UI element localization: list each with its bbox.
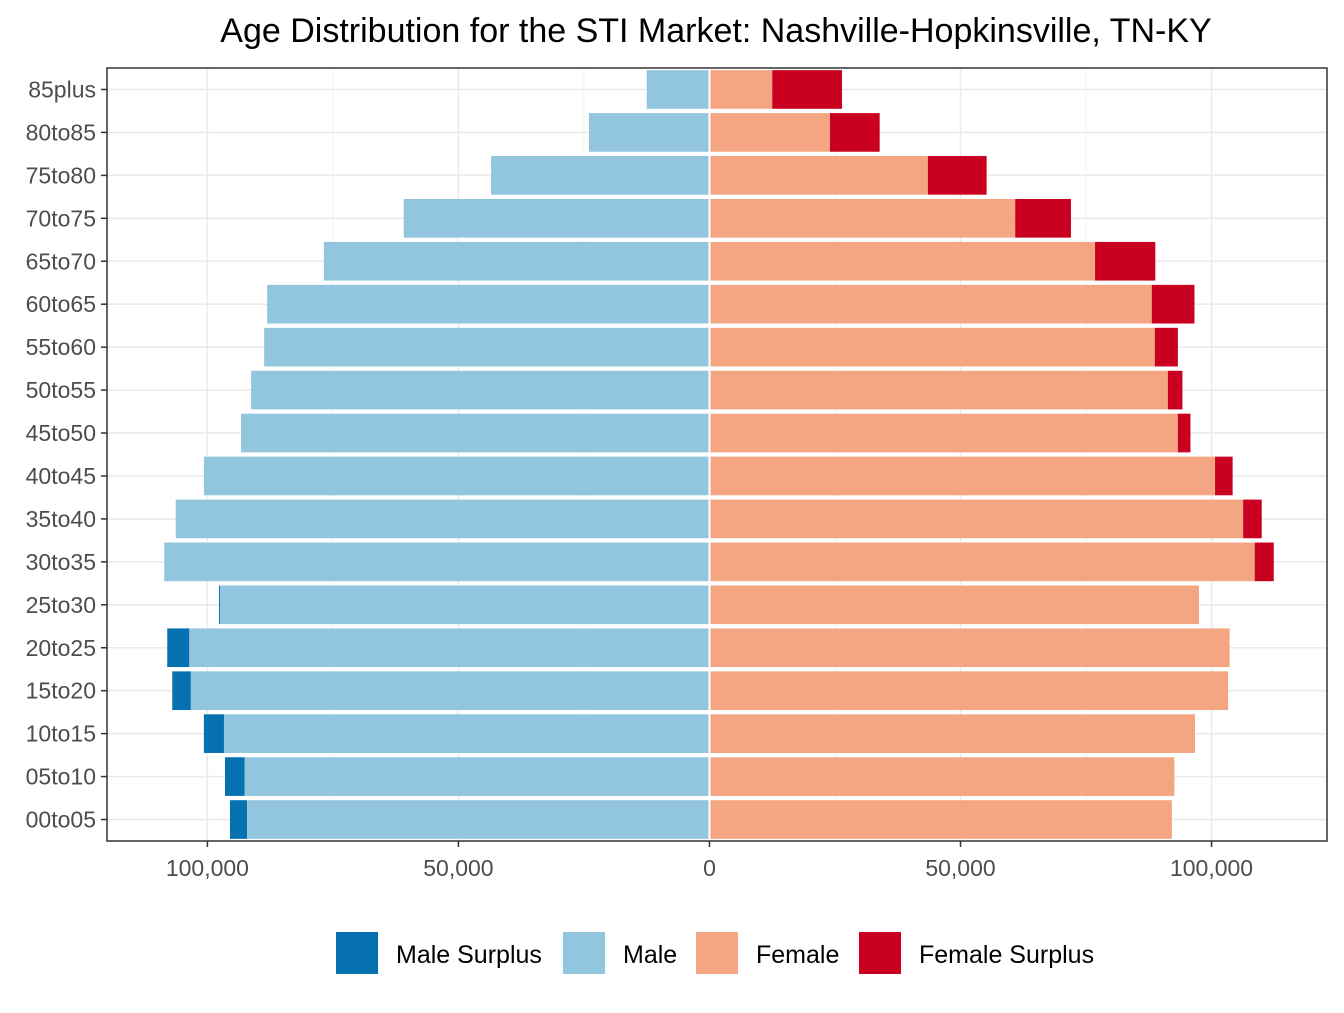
bar-male-surplus-25to30: [218, 585, 220, 625]
bar-male-surplus-20to25: [167, 628, 190, 668]
y-tick-label: 75to80: [26, 162, 96, 188]
x-axis: 100,000 50,000 0 50,000 100,000: [166, 841, 1253, 881]
bar-female-15to20: [709, 671, 1229, 711]
bar-female-surplus-55to60: [1154, 327, 1178, 367]
bar-female-00to05: [709, 800, 1172, 839]
y-tick-label: 15to20: [26, 678, 96, 704]
y-tick-label: 05to10: [26, 764, 96, 790]
y-tick-label: 65to70: [26, 248, 96, 274]
y-tick-label: 80to85: [26, 119, 96, 145]
bar-female-65to70: [709, 241, 1096, 281]
plot-panel-border: [106, 67, 1328, 842]
bar-male-80to85: [588, 113, 710, 152]
bar-female-surplus-40to45: [1215, 456, 1233, 496]
bar-male-40to45: [203, 456, 710, 496]
bar-female-surplus-70to75: [1015, 198, 1071, 238]
y-tick-label: 50to55: [26, 377, 96, 403]
bar-female-80to85: [709, 113, 830, 152]
y-tick-label: 40to45: [26, 463, 96, 489]
bar-female-75to80: [709, 156, 928, 195]
x-tick-label: 100,000: [1170, 855, 1253, 881]
bar-female-30to35: [709, 542, 1255, 582]
y-tick-label: 35to40: [26, 506, 96, 532]
legend-key: [859, 932, 901, 974]
bar-female-surplus-85plus: [772, 70, 843, 109]
bar-male-25to30: [219, 585, 710, 625]
bar-female-surplus-45to50: [1177, 413, 1191, 453]
bar-female-35to40: [709, 499, 1244, 539]
bar-male-55to60: [264, 327, 710, 367]
y-tick-label: 00to05: [26, 807, 96, 833]
bar-female-55to60: [709, 327, 1155, 367]
chart-title: Age Distribution for the STI Market: Nas…: [220, 12, 1211, 50]
bars: [164, 68, 1274, 841]
y-tick-label: 10to15: [26, 721, 96, 747]
bar-male-60to65: [267, 284, 710, 324]
bar-female-20to25: [709, 628, 1230, 668]
y-tick-label: 45to50: [26, 420, 96, 446]
bar-male-20to25: [189, 628, 710, 668]
y-tick-label: 85plus: [28, 76, 96, 102]
bar-female-40to45: [709, 456, 1216, 496]
legend-label: Male: [623, 941, 677, 969]
y-tick-label: 20to25: [26, 635, 96, 661]
bar-male-surplus-15to20: [172, 671, 191, 711]
bar-female-85plus: [709, 70, 773, 109]
bar-male-65to70: [323, 241, 710, 281]
bar-male-35to40: [175, 499, 710, 539]
bar-female-surplus-35to40: [1243, 499, 1262, 539]
bar-male-surplus-05to10: [224, 757, 245, 796]
y-tick-label: 25to30: [26, 592, 96, 618]
bar-female-surplus-30to35: [1254, 542, 1274, 582]
bar-female-10to15: [709, 714, 1195, 753]
bar-male-surplus-00to05: [230, 800, 248, 839]
bar-female-surplus-60to65: [1151, 284, 1195, 324]
bar-male-surplus-10to15: [203, 714, 224, 753]
legend-label: Male Surplus: [396, 941, 542, 969]
bar-female-surplus-80to85: [829, 113, 880, 152]
bar-male-00to05: [247, 800, 710, 839]
bar-male-45to50: [241, 413, 710, 453]
y-axis: 00to05 05to10 10to15 15to20 20to25 25to30 30to…: [26, 76, 107, 833]
bar-male-50to55: [251, 370, 710, 410]
bar-female-surplus-50to55: [1167, 370, 1183, 410]
bar-female-70to75: [709, 198, 1016, 238]
bar-female-25to30: [709, 585, 1199, 625]
legend-label: Female Surplus: [919, 941, 1094, 969]
y-tick-label: 70to75: [26, 205, 96, 231]
bar-male-10to15: [223, 714, 710, 753]
bar-female-60to65: [709, 284, 1152, 324]
bar-female-05to10: [709, 757, 1175, 796]
y-tick-label: 60to65: [26, 291, 96, 317]
legend: Male Surplus Male Female Female Surplus: [336, 932, 1094, 974]
legend-key: [696, 932, 738, 974]
bar-male-30to35: [164, 542, 710, 582]
bar-female-45to50: [709, 413, 1178, 453]
x-tick-label: 100,000: [166, 855, 249, 881]
bar-female-50to55: [709, 370, 1168, 410]
bar-male-70to75: [403, 198, 710, 238]
x-tick-label: 0: [703, 855, 716, 881]
bar-male-75to80: [491, 156, 710, 195]
bar-female-surplus-75to80: [927, 156, 987, 195]
x-tick-label: 50,000: [423, 855, 493, 881]
legend-label: Female: [756, 941, 839, 969]
y-tick-label: 55to60: [26, 334, 96, 360]
bar-female-surplus-65to70: [1095, 241, 1156, 281]
bar-male-85plus: [646, 70, 710, 109]
bar-male-15to20: [190, 671, 710, 711]
bar-male-05to10: [244, 757, 710, 796]
y-tick-label: 30to35: [26, 549, 96, 575]
x-tick-label: 50,000: [925, 855, 995, 881]
legend-key: [563, 932, 605, 974]
plot-panel-background: [107, 68, 1327, 841]
legend-key: [336, 932, 378, 974]
